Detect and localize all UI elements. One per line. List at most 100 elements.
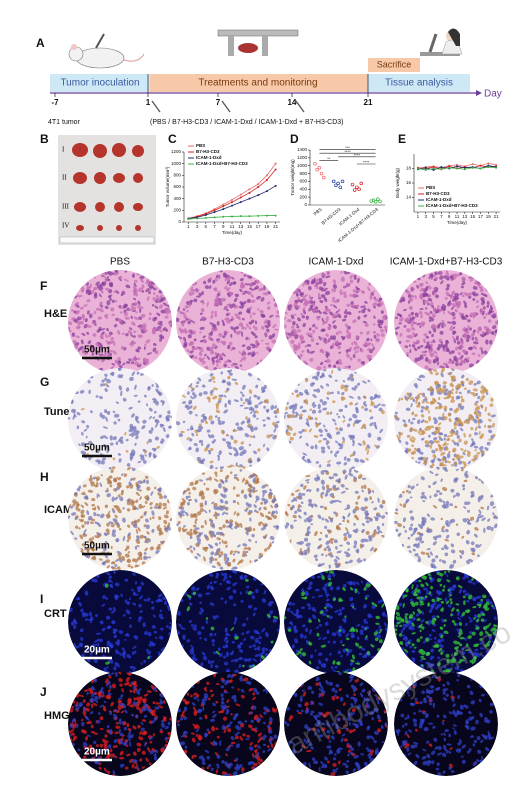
cell [95, 459, 101, 463]
cell [349, 597, 354, 602]
cell [304, 596, 308, 600]
cell [188, 401, 193, 405]
cell [406, 290, 411, 295]
cell [444, 597, 448, 602]
cell [269, 601, 274, 604]
cell [431, 621, 435, 625]
cell [254, 335, 258, 339]
cell [418, 427, 422, 431]
cell [309, 408, 313, 412]
cell [128, 597, 132, 601]
cell [328, 434, 333, 439]
cell [80, 509, 85, 515]
cell [422, 461, 428, 465]
cell [249, 517, 252, 522]
cell [191, 586, 196, 591]
cell [441, 486, 448, 492]
point [274, 184, 277, 187]
cell [232, 582, 236, 587]
cell [445, 291, 450, 297]
cell [350, 627, 355, 632]
cell [106, 752, 111, 756]
cell [438, 432, 443, 436]
cell [409, 349, 412, 353]
cell [437, 322, 443, 327]
cell [242, 550, 247, 555]
cell [461, 535, 465, 539]
cell [144, 475, 149, 479]
cell [192, 529, 197, 535]
cell [133, 751, 137, 756]
day-tick: 21 [364, 98, 373, 107]
cell [240, 281, 244, 286]
cell [284, 316, 287, 321]
cell [214, 471, 218, 475]
cell [120, 374, 124, 379]
cell [332, 418, 336, 422]
cell [433, 440, 438, 444]
cell [449, 594, 452, 597]
cell [101, 457, 107, 461]
cell [367, 308, 371, 312]
cell [257, 457, 261, 463]
cell [419, 600, 424, 604]
cell [135, 499, 139, 504]
cell [335, 526, 341, 531]
cell [154, 400, 159, 406]
cell [332, 660, 336, 665]
cell [354, 350, 359, 354]
cell [430, 352, 435, 358]
cell [440, 478, 443, 482]
cell [201, 651, 206, 656]
cell [489, 339, 493, 345]
cell [104, 559, 111, 564]
cell [490, 526, 494, 532]
cell [335, 440, 338, 444]
cell [244, 326, 247, 330]
cell [102, 426, 109, 429]
cell [227, 521, 232, 524]
cell [197, 425, 204, 430]
cell [290, 314, 295, 320]
cell [445, 500, 450, 506]
cell [186, 606, 191, 612]
cell [110, 336, 114, 341]
cell [118, 368, 121, 371]
cell [312, 614, 317, 620]
cell [432, 481, 437, 485]
cell [369, 422, 374, 427]
cell [312, 309, 316, 314]
cell [240, 397, 243, 402]
cell [457, 361, 459, 366]
cell [152, 701, 156, 705]
cell [395, 611, 400, 617]
cell [199, 326, 205, 330]
cell [121, 555, 125, 560]
cell [338, 408, 344, 413]
cell [403, 325, 407, 328]
cell [305, 315, 310, 320]
cell [179, 510, 186, 515]
cell [332, 313, 336, 319]
cell [365, 635, 368, 639]
cell [465, 622, 468, 626]
cell [121, 290, 126, 295]
cell [152, 709, 156, 713]
cell [400, 618, 405, 623]
cell [79, 346, 84, 350]
cell [464, 473, 469, 479]
cell [375, 615, 381, 620]
cell [361, 309, 366, 314]
cell [452, 273, 457, 277]
cell [263, 498, 269, 504]
cell [214, 313, 218, 317]
cell [312, 329, 316, 334]
cell [424, 365, 429, 370]
cell [432, 417, 437, 421]
cell [335, 545, 338, 550]
cell [433, 419, 438, 425]
cell [326, 270, 330, 275]
cell [436, 599, 440, 602]
cell [377, 497, 380, 503]
cell [445, 528, 449, 533]
